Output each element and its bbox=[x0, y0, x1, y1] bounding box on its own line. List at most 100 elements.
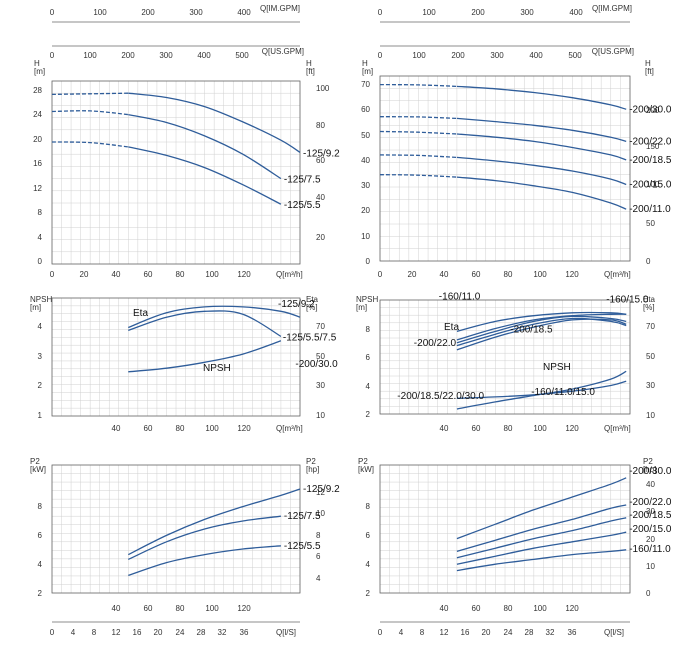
curve-line bbox=[128, 310, 282, 337]
tick-label: 12 bbox=[440, 628, 449, 637]
tick-label: 32 bbox=[218, 628, 227, 637]
tick-label: 4 bbox=[71, 628, 76, 637]
right-usgpm-axis: 0 100 200 300 400 500 Q[US.GPM] bbox=[378, 45, 634, 60]
tick-label: 80 bbox=[504, 604, 513, 613]
tick-label: 60 bbox=[472, 604, 481, 613]
tick-label: 36 bbox=[568, 628, 577, 637]
y2-axis-label: Eta [%] bbox=[643, 295, 656, 312]
tick-label: 400 bbox=[569, 8, 583, 17]
tick-label: 60 bbox=[361, 105, 370, 114]
tick-label: 8 bbox=[38, 502, 43, 511]
y-axis-label: P2 [kW] bbox=[358, 457, 374, 474]
eta-label: Eta bbox=[133, 308, 148, 319]
tick-label: 8 bbox=[420, 628, 425, 637]
curve-line bbox=[456, 117, 627, 143]
plot-frame bbox=[379, 464, 631, 594]
series-label: -200/22.0 bbox=[629, 136, 672, 147]
tick-label: 40 bbox=[112, 604, 121, 613]
tick-label: 40 bbox=[440, 270, 449, 279]
curve-line bbox=[456, 311, 627, 333]
curve-line bbox=[456, 531, 627, 565]
series-label: -160/15.0 bbox=[606, 294, 649, 305]
tick-label: 10 bbox=[646, 411, 655, 420]
tick-label: 8 bbox=[92, 628, 97, 637]
axis-label: Q[US.GPM] bbox=[262, 47, 304, 56]
series-label: -125/9.2 bbox=[303, 148, 340, 159]
tick-label: 2 bbox=[38, 381, 43, 390]
tick-label: 0 bbox=[50, 270, 55, 279]
tick-label: 120 bbox=[237, 604, 251, 613]
npsh-label: NPSH bbox=[543, 362, 571, 373]
tick-label: 80 bbox=[176, 604, 185, 613]
x-axis-label: Q[m³/h] bbox=[276, 424, 303, 433]
tick-label: 6 bbox=[38, 531, 43, 540]
series-label: -200/18.5 bbox=[629, 155, 672, 166]
tick-label: 400 bbox=[237, 8, 251, 17]
series-label: -125/7.5 bbox=[284, 511, 321, 522]
tick-label: 20 bbox=[408, 270, 417, 279]
tick-label: 20 bbox=[361, 206, 370, 215]
tick-label: 500 bbox=[568, 51, 582, 60]
tick-label: 28 bbox=[33, 86, 42, 95]
tick-label: 60 bbox=[144, 604, 153, 613]
series-label: -125/5.5/7.5 bbox=[283, 332, 337, 343]
x-axis-label: Q[l/S] bbox=[604, 628, 624, 637]
x-axis-label: Q[m³/h] bbox=[604, 424, 631, 433]
curve-line bbox=[128, 305, 301, 329]
tick-label: 8 bbox=[38, 208, 43, 217]
series-label: -200/15.0 bbox=[629, 180, 672, 191]
tick-label: 70 bbox=[646, 322, 655, 331]
tick-label: 300 bbox=[490, 51, 504, 60]
curve-dashed bbox=[51, 92, 129, 96]
tick-label: 3 bbox=[38, 352, 43, 361]
curve-line bbox=[456, 517, 627, 559]
tick-label: 6 bbox=[316, 552, 321, 561]
tick-label: 60 bbox=[472, 270, 481, 279]
tick-label: 100 bbox=[422, 8, 436, 17]
right-head-chart: H [m] H [ft] 0 10 20 30 40 50 60 70 0 50 1… bbox=[361, 59, 660, 279]
grid-left-h bbox=[51, 80, 301, 265]
tick-label: 100 bbox=[646, 180, 660, 189]
plot-frame bbox=[379, 75, 631, 262]
tick-label: 50 bbox=[646, 219, 655, 228]
curve-line bbox=[456, 317, 627, 347]
tick-label: 60 bbox=[144, 270, 153, 279]
series-label: -200/22.0 bbox=[629, 497, 672, 508]
plot-frame bbox=[51, 80, 301, 265]
tick-label: 100 bbox=[205, 604, 219, 613]
right-column: 0 100 200 300 400 Q[IM.GPM] 0 100 200 30… bbox=[356, 4, 660, 637]
tick-label: 20 bbox=[154, 628, 163, 637]
tick-label: 0 bbox=[378, 8, 383, 17]
tick-label: 200 bbox=[471, 8, 485, 17]
tick-label: 24 bbox=[504, 628, 513, 637]
tick-label: 100 bbox=[533, 604, 547, 613]
x-axis-label: Q[m³/h] bbox=[276, 270, 303, 279]
tick-label: 0 bbox=[646, 257, 651, 266]
tick-label: 30 bbox=[646, 381, 655, 390]
left-usgpm-axis: 0 100 200 300 400 500 Q[US.GPM] bbox=[50, 45, 304, 60]
curve-line bbox=[456, 380, 627, 399]
series-label: -200/30.0 bbox=[295, 359, 338, 370]
tick-label: 100 bbox=[93, 8, 107, 17]
tick-label: 200 bbox=[451, 51, 465, 60]
tick-label: 24 bbox=[33, 110, 42, 119]
tick-label: 30 bbox=[361, 181, 370, 190]
curve-line bbox=[456, 156, 627, 186]
tick-label: 100 bbox=[83, 51, 97, 60]
y2-axis-label: H [ft] bbox=[306, 59, 315, 76]
tick-label: 4 bbox=[38, 322, 43, 331]
y2-axis-label: H [ft] bbox=[645, 59, 654, 76]
tick-label: 50 bbox=[646, 352, 655, 361]
right-power-chart: P2 [kW] P2 [hp] 2 4 6 8 0 10 20 30 40 40 6… bbox=[358, 457, 656, 637]
x-axis-label: Q[l/S] bbox=[276, 628, 296, 637]
tick-label: 100 bbox=[533, 424, 547, 433]
tick-label: 80 bbox=[504, 270, 513, 279]
y-axis-label: NPSH [m] bbox=[356, 295, 378, 312]
series-label: -200/15.0 bbox=[629, 524, 672, 535]
series-label: -160/11.0 bbox=[629, 544, 671, 555]
tick-label: 0 bbox=[38, 257, 43, 266]
curve-line bbox=[456, 85, 627, 110]
series-label: -160/11.0/15.0 bbox=[531, 387, 595, 398]
tick-label: 40 bbox=[316, 193, 325, 202]
